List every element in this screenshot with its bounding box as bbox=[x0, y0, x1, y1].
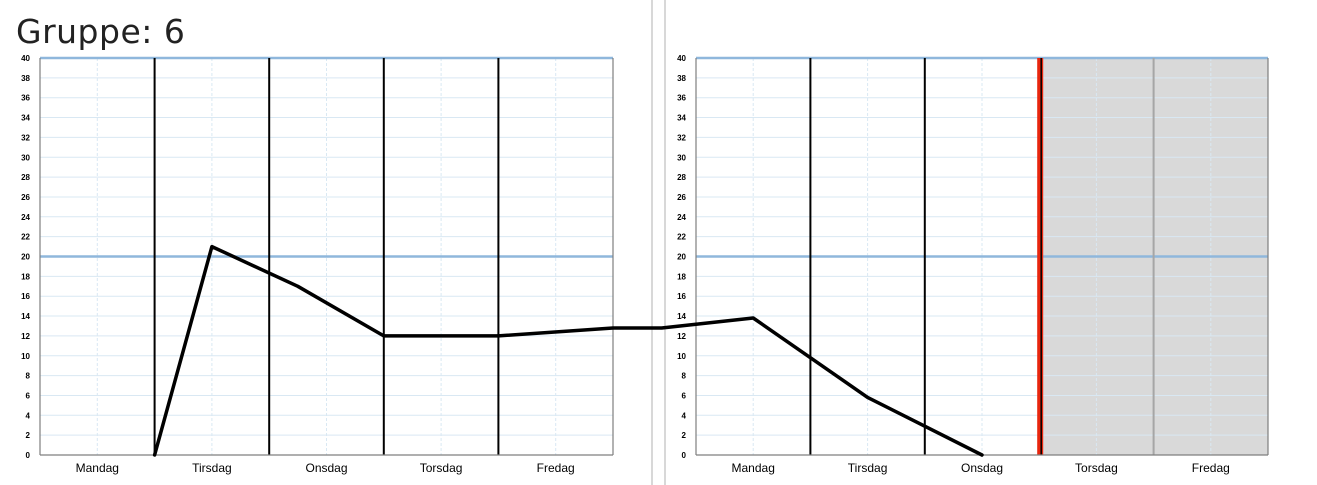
y-tick-label: 0 bbox=[26, 451, 31, 460]
y-tick-label: 20 bbox=[677, 253, 686, 262]
x-tick-label: Torsdag bbox=[420, 461, 463, 475]
y-tick-label: 18 bbox=[677, 272, 686, 281]
y-tick-label: 4 bbox=[26, 411, 31, 420]
y-tick-label: 2 bbox=[26, 431, 31, 440]
page-title: Gruppe: 6 bbox=[16, 12, 186, 51]
x-tick-label: Mandag bbox=[732, 461, 775, 475]
y-tick-label: 38 bbox=[677, 74, 686, 83]
today-marker bbox=[1037, 58, 1044, 455]
y-tick-label: 12 bbox=[677, 332, 686, 341]
y-tick-label: 26 bbox=[21, 193, 30, 202]
y-tick-label: 4 bbox=[682, 411, 687, 420]
x-tick-label: Onsdag bbox=[961, 461, 1003, 475]
x-tick-label: Onsdag bbox=[305, 461, 347, 475]
y-tick-label: 40 bbox=[21, 54, 30, 63]
chart-panel-left: 0246810121416182022242628303234363840Man… bbox=[21, 54, 614, 475]
y-tick-label: 34 bbox=[677, 114, 686, 123]
chart-panel-right: 0246810121416182022242628303234363840Man… bbox=[677, 54, 1269, 475]
y-tick-label: 36 bbox=[677, 94, 686, 103]
y-tick-label: 28 bbox=[21, 173, 30, 182]
y-tick-label: 10 bbox=[21, 352, 30, 361]
y-tick-label: 0 bbox=[682, 451, 687, 460]
y-tick-label: 12 bbox=[21, 332, 30, 341]
series-line bbox=[152, 244, 984, 457]
y-tick-label: 24 bbox=[21, 213, 30, 222]
y-tick-label: 14 bbox=[677, 312, 686, 321]
y-tick-label: 18 bbox=[21, 272, 30, 281]
y-tick-label: 8 bbox=[682, 372, 687, 381]
y-tick-label: 36 bbox=[21, 94, 30, 103]
x-tick-label: Fredag bbox=[537, 461, 575, 475]
y-tick-label: 24 bbox=[677, 213, 686, 222]
y-tick-label: 16 bbox=[677, 292, 686, 301]
y-tick-label: 20 bbox=[21, 253, 30, 262]
y-tick-label: 28 bbox=[677, 173, 686, 182]
y-tick-label: 6 bbox=[682, 391, 687, 400]
y-tick-label: 38 bbox=[21, 74, 30, 83]
x-tick-label: Fredag bbox=[1192, 461, 1230, 475]
y-tick-label: 40 bbox=[677, 54, 686, 63]
y-tick-label: 22 bbox=[677, 233, 686, 242]
y-tick-label: 22 bbox=[21, 233, 30, 242]
x-tick-label: Mandag bbox=[76, 461, 119, 475]
y-tick-label: 32 bbox=[677, 133, 686, 142]
x-tick-label: Tirsdag bbox=[848, 461, 888, 475]
y-tick-label: 2 bbox=[682, 431, 687, 440]
y-tick-label: 34 bbox=[21, 114, 30, 123]
y-tick-label: 26 bbox=[677, 193, 686, 202]
y-tick-label: 32 bbox=[21, 133, 30, 142]
y-tick-label: 14 bbox=[21, 312, 30, 321]
y-tick-label: 10 bbox=[677, 352, 686, 361]
y-tick-label: 16 bbox=[21, 292, 30, 301]
y-tick-label: 30 bbox=[21, 153, 30, 162]
y-tick-label: 30 bbox=[677, 153, 686, 162]
x-tick-label: Tirsdag bbox=[192, 461, 232, 475]
y-tick-label: 6 bbox=[26, 391, 31, 400]
x-tick-label: Torsdag bbox=[1075, 461, 1118, 475]
y-tick-label: 8 bbox=[26, 372, 31, 381]
